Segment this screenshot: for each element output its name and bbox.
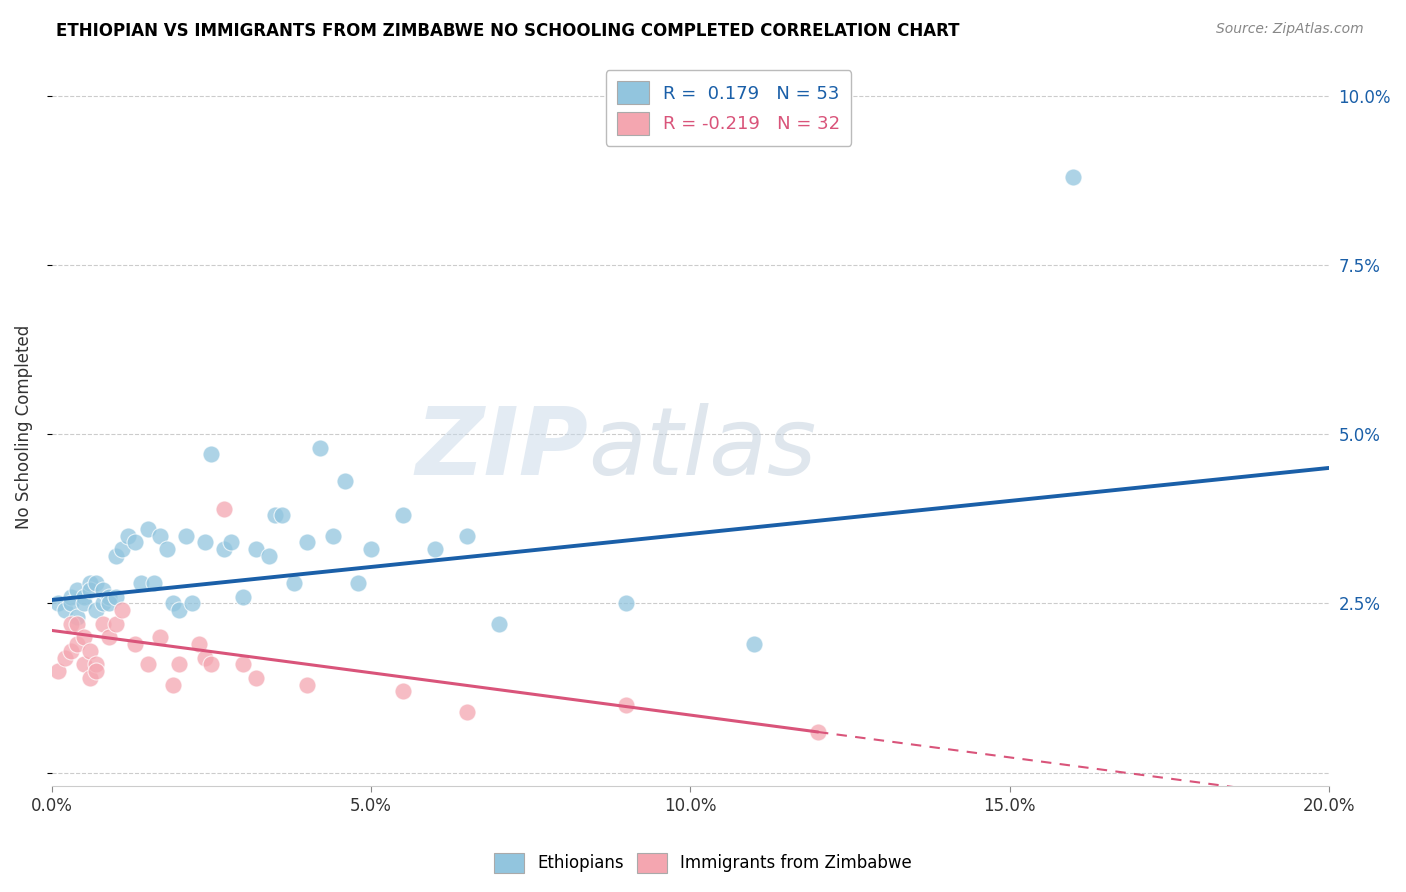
Point	[86, 657, 108, 672]
Point	[104, 616, 127, 631]
Point	[174, 529, 197, 543]
Point	[283, 576, 305, 591]
Point	[187, 637, 209, 651]
Point	[59, 596, 82, 610]
Point	[46, 664, 69, 678]
Point	[264, 508, 287, 523]
Point	[79, 671, 101, 685]
Point	[807, 725, 830, 739]
Point	[91, 582, 114, 597]
Legend: R =  0.179   N = 53, R = -0.219   N = 32: R = 0.179 N = 53, R = -0.219 N = 32	[606, 70, 852, 145]
Point	[295, 535, 318, 549]
Point	[91, 596, 114, 610]
Point	[181, 596, 204, 610]
Point	[194, 650, 217, 665]
Point	[66, 582, 89, 597]
Point	[392, 508, 415, 523]
Point	[91, 616, 114, 631]
Point	[129, 576, 152, 591]
Point	[616, 596, 638, 610]
Point	[149, 630, 172, 644]
Point	[86, 664, 108, 678]
Point	[98, 596, 121, 610]
Point	[456, 705, 478, 719]
Point	[245, 542, 267, 557]
Text: ZIP: ZIP	[415, 403, 588, 495]
Point	[232, 590, 254, 604]
Point	[59, 644, 82, 658]
Point	[104, 549, 127, 563]
Point	[79, 576, 101, 591]
Point	[423, 542, 446, 557]
Point	[219, 535, 242, 549]
Point	[257, 549, 280, 563]
Point	[270, 508, 292, 523]
Point	[347, 576, 370, 591]
Point	[53, 650, 76, 665]
Text: ETHIOPIAN VS IMMIGRANTS FROM ZIMBABWE NO SCHOOLING COMPLETED CORRELATION CHART: ETHIOPIAN VS IMMIGRANTS FROM ZIMBABWE NO…	[56, 22, 960, 40]
Point	[124, 637, 146, 651]
Point	[156, 542, 179, 557]
Point	[194, 535, 217, 549]
Point	[169, 657, 191, 672]
Point	[488, 616, 510, 631]
Point	[73, 630, 96, 644]
Text: Source: ZipAtlas.com: Source: ZipAtlas.com	[1216, 22, 1364, 37]
Point	[162, 677, 184, 691]
Point	[245, 671, 267, 685]
Point	[66, 610, 89, 624]
Point	[86, 576, 108, 591]
Point	[59, 616, 82, 631]
Point	[232, 657, 254, 672]
Point	[616, 698, 638, 712]
Point	[124, 535, 146, 549]
Point	[46, 596, 69, 610]
Point	[66, 637, 89, 651]
Point	[136, 522, 159, 536]
Y-axis label: No Schooling Completed: No Schooling Completed	[15, 326, 32, 530]
Point	[53, 603, 76, 617]
Point	[73, 596, 96, 610]
Text: atlas: atlas	[588, 403, 817, 494]
Point	[169, 603, 191, 617]
Point	[162, 596, 184, 610]
Point	[200, 447, 222, 461]
Point	[212, 542, 235, 557]
Point	[335, 475, 357, 489]
Point	[66, 616, 89, 631]
Point	[59, 590, 82, 604]
Point	[136, 657, 159, 672]
Point	[111, 542, 134, 557]
Point	[322, 529, 344, 543]
Legend: Ethiopians, Immigrants from Zimbabwe: Ethiopians, Immigrants from Zimbabwe	[486, 847, 920, 880]
Point	[79, 644, 101, 658]
Point	[200, 657, 222, 672]
Point	[104, 590, 127, 604]
Point	[111, 603, 134, 617]
Point	[98, 590, 121, 604]
Point	[360, 542, 382, 557]
Point	[742, 637, 765, 651]
Point	[1062, 169, 1084, 184]
Point	[73, 590, 96, 604]
Point	[212, 501, 235, 516]
Point	[86, 603, 108, 617]
Point	[142, 576, 165, 591]
Point	[149, 529, 172, 543]
Point	[295, 677, 318, 691]
Point	[456, 529, 478, 543]
Point	[79, 582, 101, 597]
Point	[309, 441, 332, 455]
Point	[117, 529, 139, 543]
Point	[392, 684, 415, 698]
Point	[73, 657, 96, 672]
Point	[98, 630, 121, 644]
